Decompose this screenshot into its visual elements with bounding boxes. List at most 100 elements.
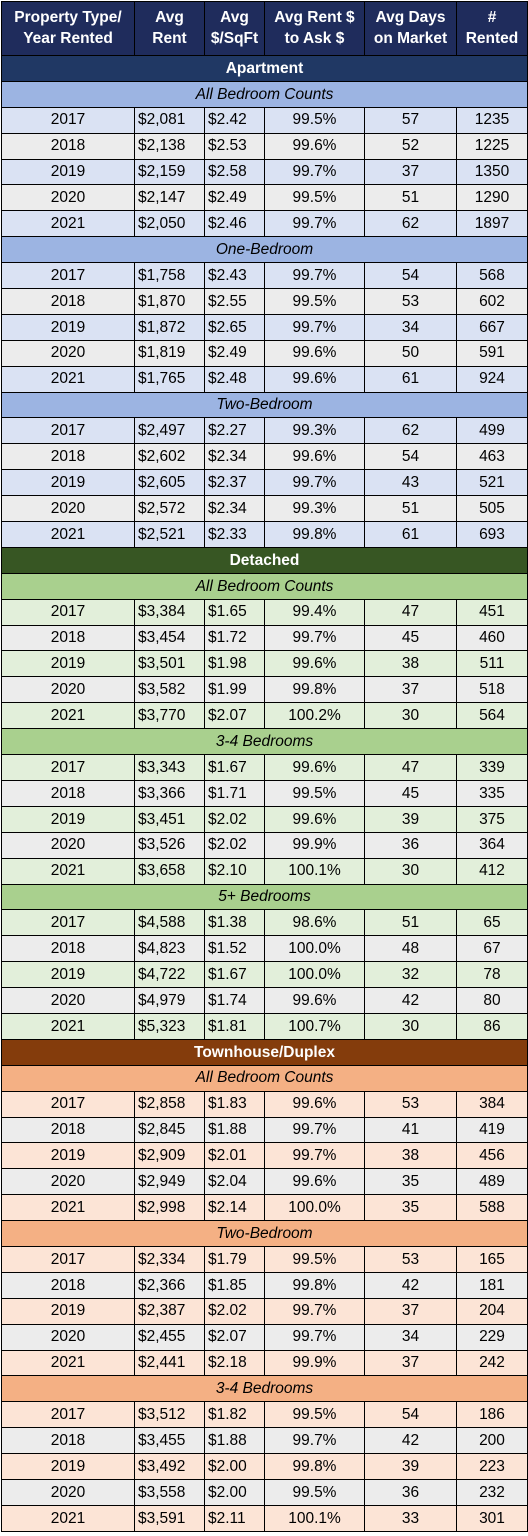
cell: 1897 xyxy=(456,210,528,238)
cell: 2019 xyxy=(1,961,135,989)
data-row: 2020 $4,979 $1.74 99.6% 42 80 xyxy=(1,987,528,1014)
cell: $3,454 xyxy=(134,624,205,652)
type-title: Apartment xyxy=(1,55,528,82)
cell: 53 xyxy=(364,288,457,315)
data-row: 2020 $3,582 $1.99 99.8% 37 518 xyxy=(1,676,528,704)
data-row: 2020 $2,147 $2.49 99.5% 51 1290 xyxy=(1,184,528,212)
cell: $2.00 xyxy=(204,1453,265,1480)
data-row: 2018 $3,455 $1.88 99.7% 42 200 xyxy=(1,1427,528,1455)
cell: 2017 xyxy=(1,1245,135,1273)
cell: 54 xyxy=(364,443,457,471)
cell: 2021 xyxy=(1,365,135,393)
cell: 456 xyxy=(456,1142,528,1170)
cell: 1225 xyxy=(456,132,528,160)
data-row: 2018 $2,138 $2.53 99.6% 52 1225 xyxy=(1,132,528,160)
cell: 37 xyxy=(364,1297,457,1325)
cell: 2019 xyxy=(1,313,135,341)
cell: 54 xyxy=(364,262,457,290)
data-row: 2018 $2,845 $1.88 99.7% 41 419 xyxy=(1,1116,528,1144)
cell: $4,722 xyxy=(134,961,205,989)
cell: $2,998 xyxy=(134,1194,205,1222)
cell: 99.7% xyxy=(264,1297,365,1325)
data-row: 2019 $2,605 $2.37 99.7% 43 521 xyxy=(1,469,528,497)
cell: 2020 xyxy=(1,495,135,523)
cell: 61 xyxy=(364,521,457,548)
group-title: All Bedroom Counts xyxy=(1,80,528,108)
data-row: 2018 $2,602 $2.34 99.6% 54 463 xyxy=(1,443,528,471)
cell: 99.5% xyxy=(264,106,365,134)
group-row: 3-4 Bedrooms xyxy=(1,728,528,756)
cell: 39 xyxy=(364,805,457,833)
cell: 41 xyxy=(364,1116,457,1144)
cell: 99.5% xyxy=(264,1245,365,1273)
cell: 2019 xyxy=(1,158,135,186)
cell: 339 xyxy=(456,754,528,781)
cell: 99.6% xyxy=(264,650,365,678)
header-row: Property Type/Year Rented Avg Rent Avg $/SqF… xyxy=(1,1,528,56)
cell: 2017 xyxy=(1,754,135,781)
cell: 51 xyxy=(364,184,457,212)
data-row: 2017 $2,858 $1.83 99.6% 53 384 xyxy=(1,1090,528,1118)
group-row: 3-4 Bedrooms xyxy=(1,1375,528,1403)
column-header: Property Type/Year Rented xyxy=(1,1,135,56)
cell: $2.07 xyxy=(204,1323,265,1351)
data-row: 2017 $2,334 $1.79 99.5% 53 165 xyxy=(1,1245,528,1273)
cell: 99.8% xyxy=(264,521,365,548)
cell: 242 xyxy=(456,1349,528,1377)
data-row: 2017 $3,384 $1.65 99.4% 47 451 xyxy=(1,598,528,626)
cell: 57 xyxy=(364,106,457,134)
data-row: 2020 $3,558 $2.00 99.5% 36 232 xyxy=(1,1478,528,1506)
cell: $2,909 xyxy=(134,1142,205,1170)
cell: 50 xyxy=(364,339,457,367)
cell: 78 xyxy=(456,961,528,989)
data-row: 2018 $3,454 $1.72 99.7% 45 460 xyxy=(1,624,528,652)
cell: 99.5% xyxy=(264,1478,365,1506)
cell: 419 xyxy=(456,1116,528,1144)
cell: 2020 xyxy=(1,987,135,1014)
cell: $2,138 xyxy=(134,132,205,160)
cell: $2.02 xyxy=(204,831,265,859)
group-title: One-Bedroom xyxy=(1,236,528,264)
cell: $2.14 xyxy=(204,1194,265,1222)
cell: 52 xyxy=(364,132,457,160)
data-row: 2021 $3,591 $2.11 100.1% 33 301 xyxy=(1,1504,528,1532)
cell: 99.5% xyxy=(264,288,365,315)
header-line: to Ask $ xyxy=(284,29,345,47)
cell: $2.02 xyxy=(204,805,265,833)
cell: 2017 xyxy=(1,1401,135,1429)
cell: 2018 xyxy=(1,1116,135,1144)
cell: 2019 xyxy=(1,805,135,833)
cell: 186 xyxy=(456,1401,528,1429)
cell: $3,582 xyxy=(134,676,205,704)
data-row: 2021 $2,521 $2.33 99.8% 61 693 xyxy=(1,521,528,548)
data-row: 2019 $2,159 $2.58 99.7% 37 1350 xyxy=(1,158,528,186)
header-line: Property Type/ xyxy=(14,8,122,26)
cell: 47 xyxy=(364,754,457,781)
cell: $2.00 xyxy=(204,1478,265,1506)
cell: 35 xyxy=(364,1194,457,1222)
cell: $2,081 xyxy=(134,106,205,134)
group-row: All Bedroom Counts xyxy=(1,572,528,600)
cell: 2019 xyxy=(1,1297,135,1325)
data-row: 2017 $2,497 $2.27 99.3% 62 499 xyxy=(1,417,528,445)
cell: $1.71 xyxy=(204,779,265,807)
type-row: Townhouse/Duplex xyxy=(1,1038,528,1066)
cell: 2018 xyxy=(1,779,135,807)
cell: 451 xyxy=(456,598,528,626)
header-line: on Market xyxy=(373,29,448,47)
data-row: 2017 $1,758 $2.43 99.7% 54 568 xyxy=(1,262,528,290)
cell: 460 xyxy=(456,624,528,652)
data-row: 2018 $4,823 $1.52 100.0% 48 67 xyxy=(1,935,528,963)
cell: $2.46 xyxy=(204,210,265,238)
cell: $2,572 xyxy=(134,495,205,523)
data-row: 2019 $3,451 $2.02 99.6% 39 375 xyxy=(1,805,528,833)
cell: $1.67 xyxy=(204,754,265,781)
cell: $3,455 xyxy=(134,1427,205,1455)
cell: $2,050 xyxy=(134,210,205,238)
cell: 99.8% xyxy=(264,676,365,704)
cell: $2,949 xyxy=(134,1168,205,1196)
data-row: 2020 $3,526 $2.02 99.9% 36 364 xyxy=(1,831,528,859)
data-row: 2021 $1,765 $2.48 99.6% 61 924 xyxy=(1,365,528,393)
cell: 45 xyxy=(364,779,457,807)
